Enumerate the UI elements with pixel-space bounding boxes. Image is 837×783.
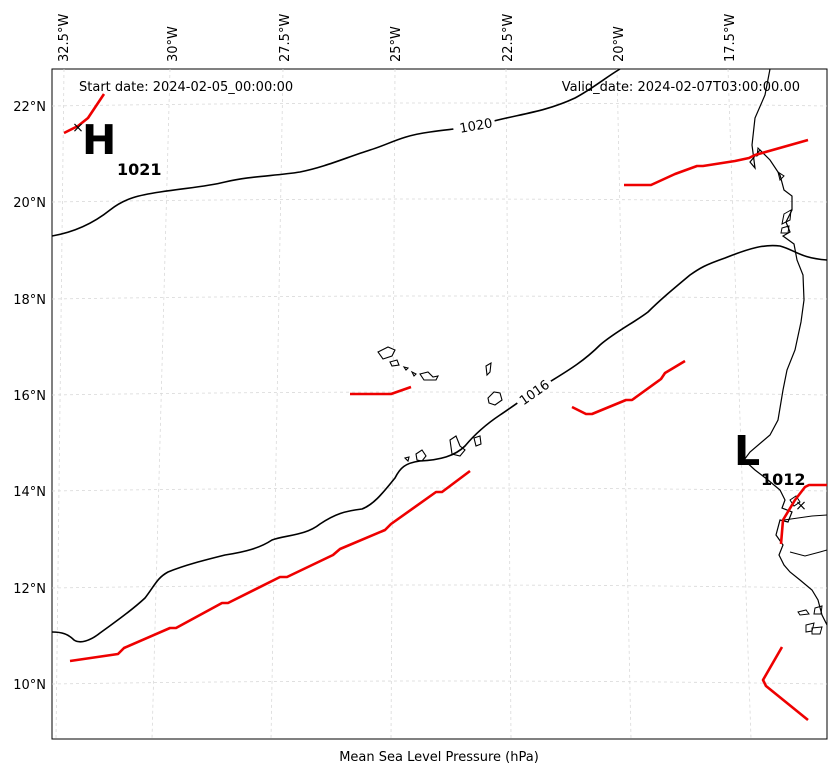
island-maio [487,391,503,406]
longitude-labels: 32.5°W 30°W 27.5°W 25°W 22.5°W 20°W 17.5… [57,14,738,62]
lon-label-20w: 20°W [612,26,627,62]
lon-label-30w: 30°W [166,26,181,62]
lon-label-22-5w: 22.5°W [501,14,516,62]
front-east-middle [571,359,686,416]
meridian-17-5w [727,69,752,739]
front-south [761,646,809,722]
lat-label-18n: 18°N [13,293,46,308]
map-frame [51,68,828,740]
isobar-label-bg-1020 [451,112,497,138]
meridian-27-5w [270,69,284,739]
front-senegal [779,483,827,545]
lat-label-20n: 20°N [13,196,46,211]
lat-label-10n: 10°N [13,678,46,693]
lon-label-32-5w: 32.5°W [57,14,72,62]
island-sao-nicolau [410,370,417,377]
island-boa-vista [485,361,492,377]
island-santa-luzia [402,366,410,371]
high-pressure-value: 1021 [117,160,162,179]
isobar-label-1020: 1020 [458,116,493,137]
isobar-1020 [52,69,621,237]
parallel-22n [52,102,827,107]
island-maio-east [473,435,482,447]
island-sal [419,371,439,381]
island-fogo [415,449,427,462]
meridian-30w [151,69,171,739]
low-center-x-marker: × [795,498,807,514]
lat-label-22n: 22°N [13,100,46,115]
coastline-detail [756,146,827,635]
isobars [52,69,827,643]
isobar-1016 [52,244,827,643]
lat-label-14n: 14°N [13,485,46,500]
fronts [63,93,827,722]
isobar-label-bg-1016 [512,373,556,411]
meridian-32-5w [55,69,65,739]
low-pressure-symbol: L [734,427,760,475]
front-northeast [624,138,809,187]
valid-date-label: Valid_date: 2024-02-07T03:00:00.00 [562,80,800,95]
start-date-label: Start date: 2024-02-05_00:00:00 [79,80,293,95]
parallel-16n [52,391,827,396]
parallel-10n [52,680,827,685]
graticule [52,69,827,739]
island-sao-vicente [389,359,400,367]
island-brava [403,456,410,463]
island-santo-antao [377,346,396,360]
front-long-southwest [69,469,471,663]
parallel-12n [52,584,827,589]
african-coastline [743,69,827,626]
lon-label-25w: 25°W [389,26,404,62]
meridian-22-5w [505,69,512,739]
meridian-25w [390,69,396,739]
lat-label-16n: 16°N [13,389,46,404]
parallel-18n [52,295,827,300]
front-cape-verde-north [350,385,412,396]
parallel-20n [52,198,827,203]
lat-label-12n: 12°N [13,582,46,597]
high-center-x-marker: × [72,120,84,136]
low-pressure-value: 1012 [761,470,806,489]
lon-label-17-5w: 17.5°W [723,14,738,62]
latitude-labels: 22°N 20°N 18°N 16°N 14°N 12°N 10°N [13,100,46,693]
lon-label-27-5w: 27.5°W [278,14,293,62]
front-northwest [63,93,106,135]
parallel-14n [52,487,827,492]
high-pressure-symbol: H [82,116,116,164]
meridian-20w [616,69,632,739]
map-xlabel: Mean Sea Level Pressure (hPa) [339,750,539,765]
